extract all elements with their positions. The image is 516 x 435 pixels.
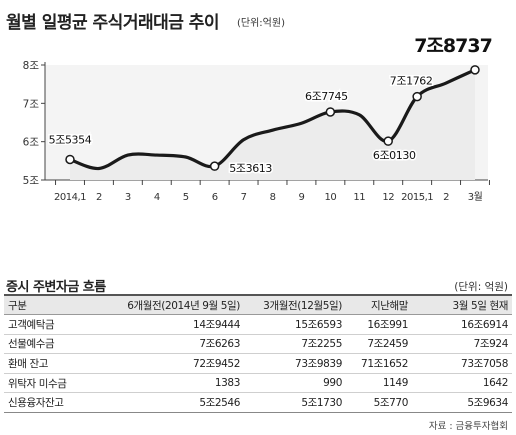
row-label: 환매 잔고 (4, 353, 96, 374)
area-layer (70, 69, 475, 180)
table-cell: 16조991 (346, 314, 412, 335)
table-row: 신용융자잔고 5조2546 5조1730 5조770 5조9634 (4, 392, 512, 413)
x-tick-label: 9 (298, 192, 304, 203)
data-point (209, 161, 220, 171)
table-cell: 5조770 (346, 392, 412, 413)
data-point (325, 107, 336, 117)
row-label: 고객예탁금 (4, 314, 96, 335)
chart-title: 월별 일평균 주식거래대금 추이 (6, 13, 220, 33)
x-tick-label: 4 (154, 192, 160, 203)
table-cell: 7조6263 (96, 334, 244, 355)
table-cell: 5조2546 (96, 392, 244, 413)
table-cell: 5조1730 (244, 392, 346, 413)
table-cell: 15조6593 (244, 314, 346, 335)
point-layer (65, 65, 480, 171)
table-cell: 14조9444 (96, 314, 244, 335)
x-tick-label: 12 (382, 192, 394, 203)
data-label: 7조1762 (390, 75, 433, 88)
x-tick-label: 6 (212, 192, 218, 203)
x-tick-label: 8 (270, 192, 276, 203)
data-point (412, 91, 422, 102)
table-cell: 16조6914 (412, 314, 512, 335)
data-label: 6조0130 (373, 149, 416, 162)
chart-unit-label: (단위:억원) (237, 18, 285, 29)
table-header-cell: 지난해말 (346, 294, 412, 315)
latest-value-label: 7조8737 (414, 35, 492, 57)
table-row: 위탁자 미수금 1383 990 1149 1642 (4, 373, 512, 394)
table-row: 고객예탁금 14조9444 15조6593 16조991 16조6914 (4, 314, 512, 335)
table-cell: 1383 (96, 373, 244, 394)
table-header-row: 구분 6개월전(2014년 9월 5일) 3개월전(12월5일) 지난해말 3월 5일 … (4, 294, 512, 315)
table-header-cell: 3월 5일 현재 (412, 294, 512, 315)
table-cell: 7조2459 (346, 334, 412, 355)
table-cell: 1149 (346, 373, 412, 394)
x-tick-label: 10 (324, 192, 336, 203)
x-tick-label: 7 (241, 192, 247, 203)
x-tick-label: 11 (353, 192, 365, 203)
x-tick-label: 2 (96, 192, 102, 203)
table-cell: 5조9634 (412, 392, 512, 413)
table-row: 환매 잔고 72조9452 73조9839 71조1652 73조7058 (4, 353, 512, 374)
data-label: 5조5354 (49, 133, 92, 146)
table-header-cell: 6개월전(2014년 9월 5일) (96, 294, 244, 315)
x-tick-label: 2014,1 (54, 192, 86, 203)
x-tick-label: 3 (125, 192, 131, 203)
y-tick-label: 6조 (23, 137, 40, 149)
market-funds-table: 구분 6개월전(2014년 9월 5일) 3개월전(12월5일) 지난해말 3월 5일 … (4, 294, 512, 413)
table-cell: 73조9839 (244, 353, 346, 374)
x-tick-label: 5 (183, 192, 189, 203)
data-label: 5조3613 (229, 162, 272, 175)
x-tick-label: 3월 (468, 191, 483, 203)
x-tick-label: 2 (443, 192, 449, 203)
data-point (470, 65, 480, 75)
y-tick-label: 8조 (23, 60, 40, 72)
series-line (68, 68, 477, 171)
table-cell: 7조924 (412, 334, 512, 355)
table-cell: 73조7058 (412, 353, 512, 374)
y-tick-label: 5조 (23, 175, 40, 187)
series-area (70, 69, 475, 180)
source-note: 자료 : 금융투자협회 (428, 421, 508, 432)
data-point (65, 154, 75, 165)
table-body: 고객예탁금 14조9444 15조6593 16조991 16조6914 선물예수금 7조6… (4, 314, 512, 413)
table-cell: 990 (244, 373, 346, 394)
data-point (383, 136, 393, 146)
row-label: 선물예수금 (4, 334, 96, 355)
label-layer: 5조5354 5조3613 6조7745 6조0130 7조1762 7조8737 (47, 35, 493, 177)
table-cell: 72조9452 (96, 353, 244, 374)
table-header-cell: 구분 (4, 294, 96, 315)
table-row: 선물예수금 7조6263 7조2255 7조2459 7조924 (4, 334, 512, 355)
row-label: 위탁자 미수금 (4, 373, 96, 394)
line-layer (68, 68, 477, 171)
trading-volume-chart: 5조 6조 7조 8조 2014,1 2 3 4 5 6 7 8 9 10 11 12 2015,1 2 3월 5조… (23, 35, 493, 203)
y-tick-label: 7조 (23, 98, 40, 110)
data-label: 6조7745 (305, 90, 348, 103)
x-tick-label: 2015,1 (401, 192, 433, 203)
row-label: 신용융자잔고 (4, 392, 96, 413)
table-title: 증시 주변자금 흐름 (6, 280, 106, 295)
table-cell: 7조2255 (244, 334, 346, 355)
table-unit-label: (단위: 억원) (454, 281, 508, 293)
table-cell: 1642 (412, 373, 512, 394)
table-header-cell: 3개월전(12월5일) (244, 294, 346, 315)
table-cell: 71조1652 (346, 353, 412, 374)
